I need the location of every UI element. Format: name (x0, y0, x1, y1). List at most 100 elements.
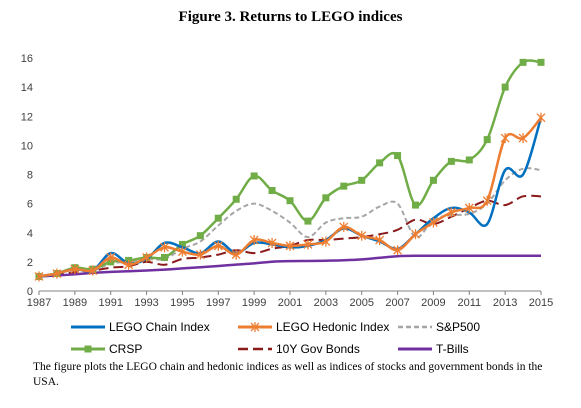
lego-hedonic-index-marker (536, 112, 546, 123)
x-tick-label: 1995 (170, 297, 194, 309)
crsp-marker (232, 195, 240, 203)
x-tick-label: 1999 (242, 297, 266, 309)
t-bills-line (38, 254, 541, 278)
legend-marker-lego-hedonic-index (250, 322, 260, 332)
lego-hedonic-index-marker (267, 237, 277, 248)
lego-hedonic-index-marker (231, 249, 241, 260)
crsp-marker (376, 159, 384, 167)
legend-label-lego-hedonic-index: LEGO Hedonic Index (276, 320, 389, 334)
crsp-marker (340, 182, 348, 190)
y-tick-label: 10 (21, 140, 33, 152)
crsp-marker (268, 187, 276, 195)
x-tick-label: 2003 (314, 297, 338, 309)
crsp-marker (519, 58, 527, 66)
x-tick-label: 1989 (63, 297, 87, 309)
y-tick-label: 12 (21, 111, 33, 123)
t-bills-series (38, 254, 541, 278)
chart-axes: 1987 1989 1991 1993 1995 1997 1999 2001 2003 2005… (21, 53, 553, 309)
crsp-marker (394, 152, 402, 160)
lego-hedonic-index-marker (213, 240, 223, 251)
sandp500-series (38, 167, 542, 278)
lego-hedonic-index-marker (339, 221, 349, 232)
lego-hedonic-index-marker (303, 239, 313, 250)
legend-label-10y-gov-bonds: 10Y Gov Bonds (276, 342, 360, 356)
chart-legend: LEGO Chain Index LEGO Hedonic Index S&P500… (71, 320, 480, 356)
crsp-marker (250, 172, 258, 180)
lego-hedonic-index-marker (357, 230, 367, 241)
x-tick-label: 2013 (493, 297, 517, 309)
lego-hedonic-index-marker (285, 240, 295, 251)
lego-hedonic-index-marker (88, 265, 98, 276)
lego-hedonic-index-marker (52, 268, 62, 279)
figure-title: Figure 3. Returns to LEGO indices (178, 9, 403, 25)
lego-hedonic-index-marker (249, 235, 259, 246)
x-tick-label: 2009 (421, 297, 445, 309)
crsp-marker (214, 214, 222, 222)
lego-hedonic-index-marker (428, 217, 438, 228)
sandp500-line (38, 167, 542, 278)
lego-hedonic-index-marker (518, 133, 528, 144)
legend-label-crsp: CRSP (109, 342, 142, 356)
crsp-marker (161, 254, 168, 262)
legend-label-lego-chain-index: LEGO Chain Index (109, 320, 210, 334)
crsp-marker (483, 136, 491, 144)
legend-item-crsp: CRSP (71, 342, 142, 356)
crsp-marker (501, 83, 509, 91)
x-tick-label: 1987 (27, 297, 51, 309)
crsp-marker (196, 232, 204, 240)
y-tick-label: 16 (21, 53, 33, 65)
crsp-marker (537, 58, 545, 66)
x-tick-label: 2007 (385, 297, 409, 309)
lego-hedonic-index-marker (124, 259, 134, 270)
lego-hedonic-index-series (34, 112, 546, 282)
legend-item-t-bills: T-Bills (398, 342, 469, 356)
lego-hedonic-index-marker (177, 246, 187, 257)
chart-series (34, 58, 546, 282)
y-tick-label: 8 (27, 170, 33, 182)
lego-hedonic-index-marker (70, 264, 80, 275)
crsp-marker (412, 201, 419, 209)
lego-hedonic-index-marker (34, 271, 44, 282)
crsp-marker (304, 217, 312, 225)
lego-hedonic-index-marker (411, 229, 420, 240)
y-tick-label: 4 (27, 228, 33, 240)
y-tick-label: 14 (21, 82, 33, 94)
crsp-marker (465, 156, 473, 164)
lego-hedonic-index-marker (106, 252, 116, 263)
x-tick-label: 1997 (206, 297, 230, 309)
crsp-marker (447, 157, 455, 165)
lego-hedonic-index-marker (375, 235, 385, 246)
crsp-marker (429, 176, 437, 184)
lego-hedonic-index-marker (321, 236, 331, 247)
line-chart: 1987 1989 1991 1993 1995 1997 1999 2001 2003 2005… (21, 53, 553, 356)
x-tick-label: 2011 (457, 297, 481, 309)
crsp-marker (358, 176, 366, 184)
crsp-marker (178, 240, 186, 248)
legend-item-10y-gov-bonds: 10Y Gov Bonds (238, 342, 360, 356)
crsp-marker (322, 194, 330, 202)
legend-label-sandp500: S&P500 (436, 320, 480, 334)
legend-item-lego-chain-index: LEGO Chain Index (71, 320, 210, 334)
crsp-marker (286, 197, 294, 205)
y-tick-label: 6 (27, 199, 33, 211)
x-tick-label: 1991 (98, 297, 122, 309)
y-tick-label: 0 (27, 286, 33, 298)
lego-chain-index-series (38, 117, 543, 278)
y-tick-label: 2 (27, 257, 33, 269)
x-tick-label: 2005 (349, 297, 373, 309)
lego-hedonic-index-marker (393, 245, 403, 256)
lego-hedonic-index-marker (464, 202, 474, 213)
figure-caption: The figure plots the LEGO chain and hedo… (33, 361, 543, 388)
x-tick-label: 1993 (134, 297, 158, 309)
legend-item-sandp500: S&P500 (398, 320, 480, 334)
lego-hedonic-index-marker (482, 195, 492, 206)
legend-label-t-bills: T-Bills (436, 342, 469, 356)
lego-hedonic-index-marker (142, 252, 152, 263)
legend-item-lego-hedonic-index: LEGO Hedonic Index (238, 320, 389, 334)
lego-hedonic-index-marker (195, 249, 205, 260)
legend-marker-crsp (84, 345, 92, 353)
x-tick-label: 2015 (529, 297, 553, 309)
lego-hedonic-index-marker (160, 242, 169, 253)
lego-hedonic-index-marker (500, 133, 510, 144)
lego-chain-index-line (38, 117, 543, 278)
